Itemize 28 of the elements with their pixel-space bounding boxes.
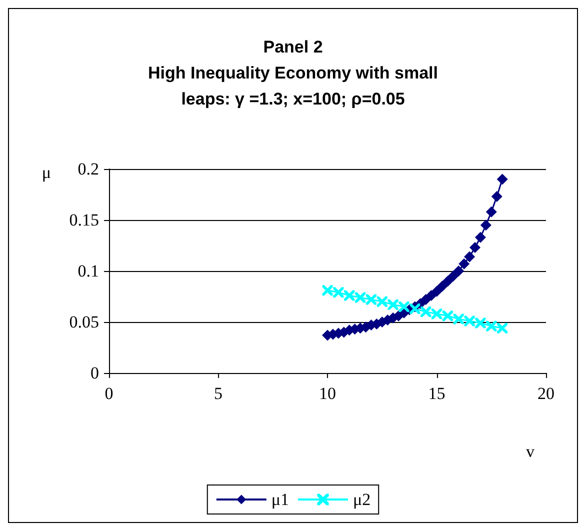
x-tick-label: 5 [214, 384, 222, 403]
point [496, 174, 508, 185]
x-tick-label: 15 [428, 384, 446, 403]
y-axis-title: μ [42, 163, 51, 182]
legend-label: μ2 [353, 490, 371, 509]
legend-label: μ1 [271, 490, 290, 509]
point [431, 286, 442, 297]
point [436, 280, 448, 292]
y-tick-label: 0.1 [78, 262, 99, 280]
y-tick-label: 0 [90, 364, 99, 382]
point [448, 270, 459, 282]
y-tick-label: 0.05 [69, 312, 99, 332]
point [486, 206, 497, 218]
x-tick-label: 10 [319, 384, 336, 403]
point [464, 251, 476, 262]
point [453, 266, 464, 276]
point [469, 242, 480, 254]
point [491, 191, 502, 202]
point [458, 258, 470, 270]
y-tick-label: 0.15 [69, 210, 99, 230]
point [474, 232, 486, 243]
x-tick-label: 0 [104, 384, 114, 403]
x-tick-label: 20 [538, 384, 554, 403]
x-axis-title: v [526, 442, 535, 461]
point [480, 220, 492, 231]
y-tick-label: 0.2 [78, 160, 99, 178]
point [442, 276, 454, 287]
chart-title: Panel 2 High Inequality Economy with small leaps: γ =1.3; x=100; ρ=0.05 [148, 38, 438, 108]
